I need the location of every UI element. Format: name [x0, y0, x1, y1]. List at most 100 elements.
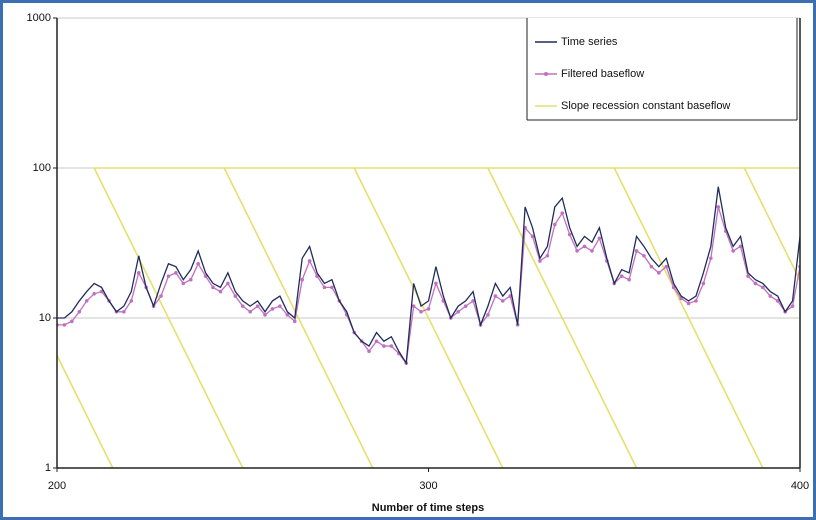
- series-marker: [434, 281, 438, 286]
- series-marker: [211, 285, 215, 290]
- series-marker: [263, 313, 267, 317]
- series-marker: [619, 274, 624, 278]
- series-marker: [330, 285, 334, 290]
- x-axis-label: Number of time steps: [372, 502, 484, 514]
- series-marker: [84, 299, 89, 303]
- series-marker: [590, 249, 594, 253]
- series-marker: [627, 277, 631, 282]
- series-marker: [196, 261, 200, 266]
- series-marker: [753, 281, 758, 286]
- series-marker: [575, 249, 579, 253]
- y-tick-label: 1: [45, 462, 51, 474]
- series-marker: [775, 299, 780, 303]
- x-tick-label: 300: [419, 480, 437, 492]
- series-marker: [248, 309, 252, 314]
- series-marker: [538, 259, 542, 263]
- series-marker: [218, 289, 223, 294]
- series-marker: [456, 309, 461, 314]
- series-marker: [77, 309, 82, 314]
- series-marker: [367, 349, 371, 354]
- series-marker: [686, 301, 691, 306]
- series-marker: [300, 277, 304, 282]
- series-marker: [471, 299, 475, 303]
- series-marker: [92, 291, 96, 296]
- series-marker: [597, 236, 602, 241]
- series-marker: [382, 344, 386, 348]
- y-tick-label: 1000: [27, 12, 51, 24]
- series-marker: [99, 289, 104, 294]
- series-marker: [233, 294, 238, 298]
- series-marker: [493, 294, 498, 298]
- series-marker: [486, 313, 490, 317]
- series-marker: [761, 285, 765, 290]
- series-marker: [567, 232, 572, 237]
- series-marker: [389, 344, 394, 348]
- series-marker: [463, 304, 468, 308]
- x-tick-label: 400: [791, 480, 809, 492]
- series-marker: [746, 274, 750, 278]
- series-line: [487, 167, 638, 468]
- series-line: [223, 167, 374, 468]
- series-marker: [374, 339, 379, 344]
- legend-label: Filtered baseflow: [561, 68, 644, 80]
- series-line: [743, 167, 800, 281]
- series-marker: [582, 244, 587, 249]
- series-marker: [159, 294, 163, 298]
- series-line: [57, 206, 800, 365]
- series-marker: [240, 304, 245, 308]
- series-marker: [255, 304, 260, 308]
- series-line: [353, 167, 504, 468]
- series-marker: [560, 211, 565, 215]
- series-line: [57, 186, 800, 366]
- legend-label: Time series: [561, 36, 618, 48]
- series-line: [93, 167, 244, 468]
- series-marker: [664, 264, 669, 269]
- series-marker: [62, 323, 67, 327]
- series-marker: [136, 271, 141, 275]
- series-marker: [701, 281, 706, 286]
- series-marker: [307, 259, 312, 263]
- series-marker: [530, 234, 535, 239]
- series-marker: [70, 319, 74, 324]
- series-marker: [501, 299, 505, 303]
- series-marker: [226, 281, 230, 286]
- legend-marker: [544, 72, 548, 76]
- legend-label: Slope recession constant baseflow: [561, 100, 730, 112]
- series-marker: [270, 307, 275, 311]
- series-marker: [292, 319, 297, 324]
- series-line: [57, 355, 114, 468]
- x-tick-label: 200: [48, 480, 66, 492]
- series-marker: [419, 309, 423, 314]
- series-marker: [553, 222, 557, 227]
- series-marker: [679, 296, 683, 301]
- series-marker: [768, 294, 773, 298]
- legend-box: [527, 18, 797, 120]
- series-marker: [315, 274, 319, 278]
- series-marker: [285, 313, 290, 317]
- series-marker: [545, 253, 550, 258]
- series-marker: [166, 274, 171, 278]
- series-marker: [322, 285, 327, 290]
- series-marker: [790, 304, 795, 308]
- series-line: [613, 167, 764, 468]
- series-marker: [411, 304, 416, 308]
- series-marker: [694, 299, 698, 303]
- series-marker: [731, 249, 735, 253]
- series-marker: [649, 264, 654, 269]
- y-tick-label: 100: [33, 162, 51, 174]
- series-marker: [426, 307, 431, 311]
- series-marker: [657, 271, 661, 275]
- series-marker: [181, 281, 186, 286]
- series-marker: [129, 299, 134, 303]
- series-marker: [709, 256, 713, 261]
- series-marker: [203, 274, 208, 278]
- series-marker: [716, 205, 721, 209]
- series-marker: [122, 309, 126, 314]
- series-marker: [671, 285, 676, 290]
- series-marker: [738, 244, 743, 249]
- series-marker: [642, 253, 646, 258]
- series-marker: [174, 271, 178, 275]
